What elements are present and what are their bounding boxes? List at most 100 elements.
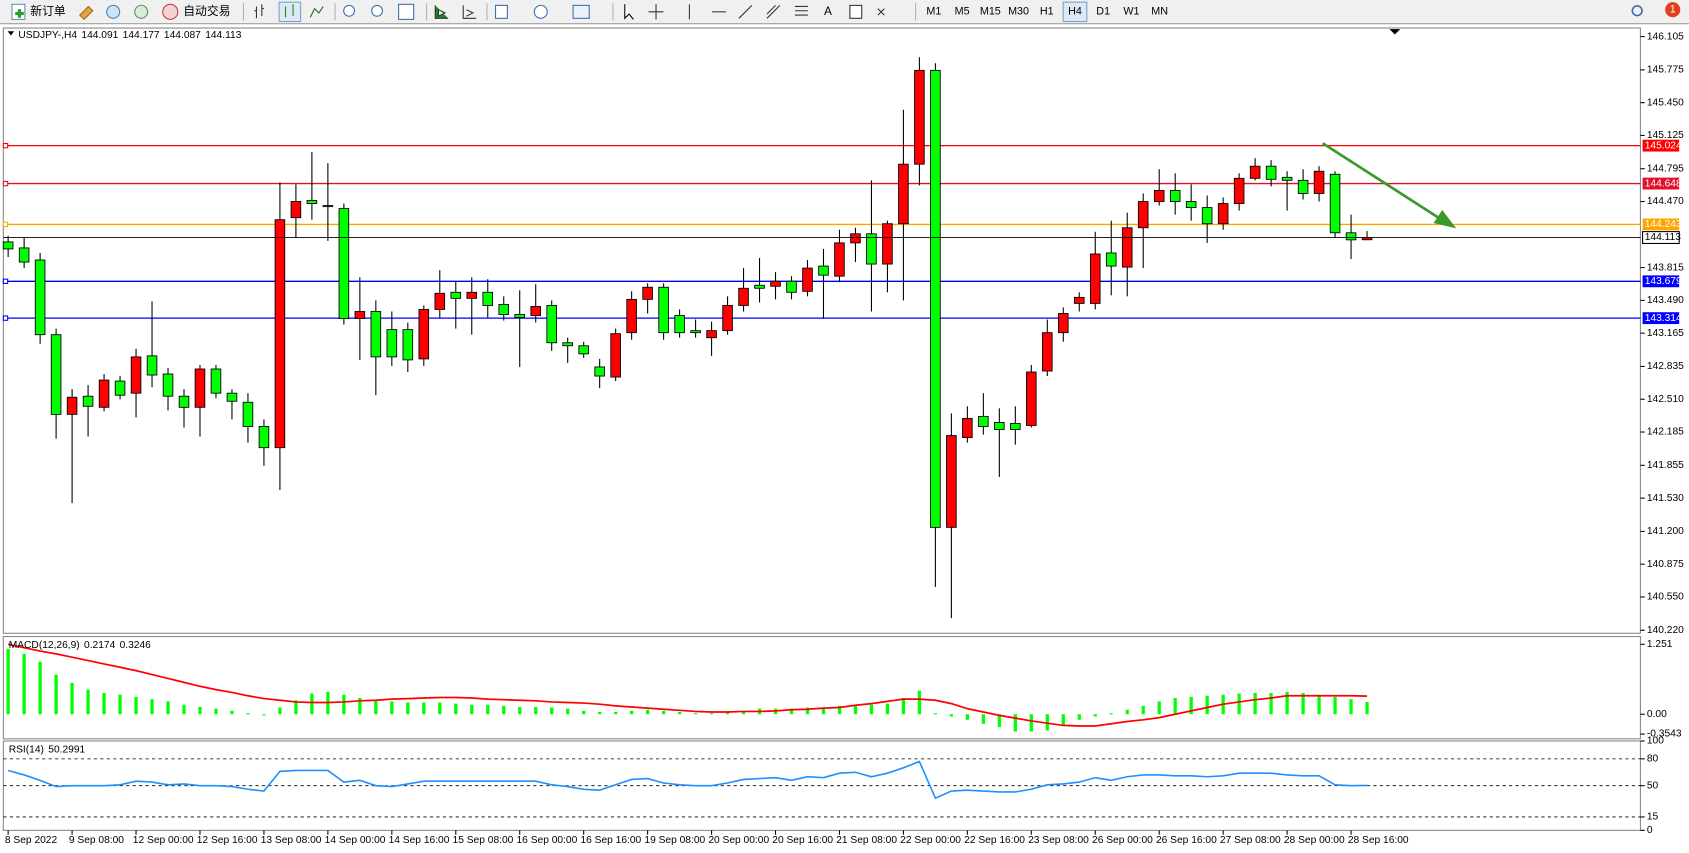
candle-body (242, 401, 254, 427)
y-tick-label: 142.185 (1647, 427, 1684, 438)
notification-badge[interactable] (1665, 2, 1681, 18)
channel-button[interactable] (766, 5, 781, 19)
candle-body (1137, 201, 1149, 229)
timeframe-button[interactable]: H4 (1068, 6, 1082, 18)
histogram-bar (1141, 705, 1145, 715)
histogram-bar (102, 692, 106, 715)
price-level-tag (1642, 312, 1680, 325)
histogram-bar (901, 698, 906, 715)
candle-body (226, 392, 238, 402)
candle-body (722, 304, 733, 332)
x-tick-label: 22 Sep 16:00 (964, 835, 1025, 846)
auto-trading-button[interactable]: 自动交易 (162, 3, 231, 20)
candle-chart-button[interactable] (278, 1, 302, 23)
candle-body (738, 287, 749, 306)
x-tick-label: 8 Sep 2022 (5, 835, 58, 846)
candle-body (450, 291, 462, 299)
histogram-bar (54, 674, 58, 715)
candle-body (2, 241, 14, 250)
cursor-button[interactable] (624, 4, 634, 20)
candle-body (514, 314, 526, 318)
candle-body (1233, 177, 1245, 204)
candle-body (978, 415, 989, 427)
histogram-bar (1333, 696, 1337, 715)
timeframe-button[interactable]: M1 (926, 6, 941, 18)
zoom-in-button[interactable] (343, 4, 355, 17)
icon-button[interactable] (106, 4, 121, 19)
histogram-bar (869, 704, 874, 715)
y-tick-label: 100 (1647, 736, 1664, 747)
histogram-bar (230, 710, 234, 715)
timeframe-button[interactable]: M5 (955, 6, 970, 18)
line-chart-button[interactable] (309, 6, 324, 18)
histogram-bar (246, 713, 250, 715)
candle-body (354, 311, 366, 319)
x-tick-label: 23 Sep 08:00 (1028, 835, 1089, 846)
histogram-bar (1317, 694, 1321, 715)
histogram-bar (534, 706, 538, 715)
icon (284, 4, 294, 18)
zoom-out-button[interactable] (371, 4, 383, 17)
crosshair-button[interactable] (648, 4, 664, 20)
histogram-bar (342, 694, 346, 715)
new-order-button[interactable]: 新订单 (11, 3, 66, 20)
histogram-bar (390, 701, 394, 715)
x-tick-label: 28 Sep 00:00 (1284, 835, 1345, 846)
histogram-bar (1125, 709, 1129, 715)
trend-arrow (1321, 142, 1457, 229)
periods-button[interactable] (533, 4, 548, 19)
templates-button[interactable] (572, 4, 590, 19)
timeframe-button[interactable]: D1 (1096, 6, 1110, 18)
tile-button[interactable] (398, 3, 415, 20)
timeframe-button[interactable]: M15 (980, 6, 1001, 18)
header-text: 144.113 (205, 30, 241, 41)
shift-button[interactable] (462, 5, 477, 19)
histogram-bar (997, 714, 1001, 728)
trendline-button[interactable] (738, 5, 753, 19)
toolbar-bg (0, 0, 1689, 24)
histogram-bar (6, 648, 10, 715)
text-tool-button[interactable]: A (824, 4, 832, 18)
price-level-handle (2, 142, 9, 149)
y-tick-label: 145.125 (1647, 130, 1684, 141)
y-tick-label: 141.855 (1647, 460, 1684, 471)
histogram-bar (166, 701, 170, 715)
y-tick-label: 142.510 (1647, 394, 1684, 405)
candle-body (1297, 179, 1309, 194)
chart-area: 146.105 145.775 145.450 145.125 144.795 144.4… (2, 27, 1684, 846)
candle-body (34, 259, 46, 336)
x-tick-label: 12 Sep 16:00 (197, 835, 258, 846)
fibonacci-button[interactable] (794, 5, 808, 16)
timeframe-button[interactable]: H1 (1040, 6, 1054, 18)
autoscroll-button[interactable] (434, 5, 449, 19)
bar-chart-button[interactable] (254, 4, 264, 19)
timeframe-button[interactable]: W1 (1123, 6, 1139, 18)
icon-button[interactable] (79, 5, 94, 21)
candle-body (1217, 203, 1229, 225)
histogram-bar (741, 710, 746, 715)
candle-body (1313, 170, 1325, 194)
timeframe-button[interactable]: MN (1151, 6, 1168, 18)
x-tick-label: 22 Sep 00:00 (900, 835, 961, 846)
candle-body (802, 267, 813, 292)
candle-body (562, 342, 573, 347)
label-tool-button[interactable] (849, 4, 863, 19)
timeframe-button[interactable]: M30 (1008, 6, 1029, 18)
arrows-button[interactable] (877, 8, 885, 16)
candle-body (274, 219, 286, 449)
candle-body (962, 417, 973, 439)
y-tick-label: 143.490 (1647, 295, 1684, 306)
histogram-bar (278, 707, 282, 715)
candle-body (1345, 232, 1357, 241)
histogram-bar (214, 708, 218, 715)
histogram-bar (470, 704, 474, 715)
histogram-bar (949, 714, 953, 717)
icon-button[interactable] (134, 4, 149, 19)
indicators-button[interactable] (495, 4, 508, 19)
candle-body (1105, 252, 1117, 267)
search-button[interactable] (1631, 5, 1643, 17)
x-tick-label: 20 Sep 00:00 (708, 835, 769, 846)
candle-body (946, 435, 957, 528)
y-tick-label: 145.450 (1647, 97, 1684, 108)
candle-body (82, 395, 94, 407)
